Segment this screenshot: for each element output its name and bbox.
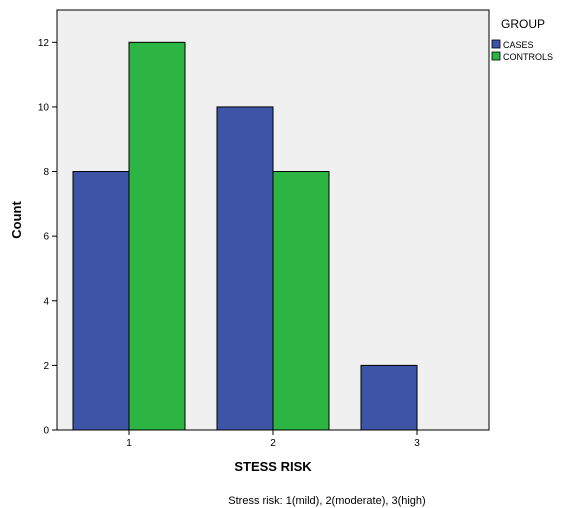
bars (72, 41, 418, 431)
bar-controls-2 (272, 171, 330, 431)
y-tick-label: 6 (43, 232, 49, 243)
legend-title: GROUP (501, 17, 545, 31)
y-tick-label: 8 (43, 167, 49, 178)
chart-caption: Stress risk: 1(mild), 2(moderate), 3(hig… (228, 495, 425, 507)
legend: GROUP CASES CONTROLS (491, 17, 553, 62)
y-axis: 0 2 4 6 8 10 12 (38, 38, 57, 437)
y-axis-title: Count (9, 201, 24, 239)
bar-cases-1 (72, 171, 130, 431)
x-tick-label: 1 (126, 438, 132, 449)
legend-label-cases: CASES (503, 40, 534, 50)
legend-swatch-controls (491, 51, 501, 61)
legend-label-controls: CONTROLS (503, 52, 553, 62)
y-tick-label: 2 (43, 361, 49, 372)
legend-items: CASES CONTROLS (491, 39, 553, 62)
x-tick-label: 2 (270, 438, 276, 449)
y-tick-label: 4 (43, 296, 49, 307)
x-axis-title: STESS RISK (234, 459, 312, 474)
bar-controls-1 (128, 41, 186, 431)
bar-cases-3 (360, 364, 418, 431)
x-axis: 1 2 3 (126, 430, 420, 449)
y-tick-label: 10 (38, 102, 50, 113)
bar-cases-2 (216, 106, 274, 431)
y-tick-label: 0 (43, 426, 49, 437)
x-tick-label: 3 (414, 438, 420, 449)
legend-swatch-cases (491, 39, 501, 49)
y-tick-label: 12 (38, 38, 50, 49)
